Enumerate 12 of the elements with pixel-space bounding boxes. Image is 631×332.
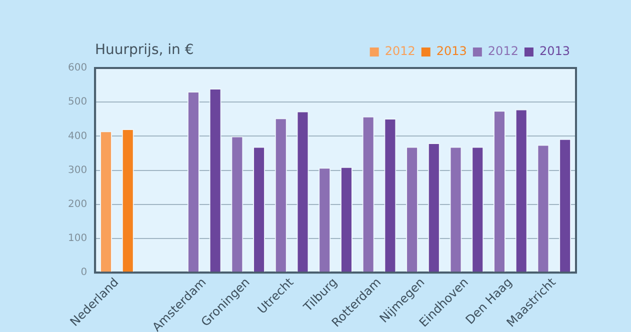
y-tick-label: 300 [68,164,88,176]
legend-label: 2013 [436,44,467,58]
chart-title: Huurprijs, in € [95,42,194,58]
y-tick-label: 500 [68,96,88,108]
y-tick-label: 400 [68,130,88,142]
y-tick-label: 0 [80,267,88,278]
y-tick-label: 200 [68,198,88,210]
y-tick-label: 100 [68,233,88,244]
legend-label: 2012 [488,44,518,58]
legend-label: 2012 [384,44,416,58]
legend-label: 2013 [539,44,570,58]
y-tick-label: 600 [68,62,88,74]
